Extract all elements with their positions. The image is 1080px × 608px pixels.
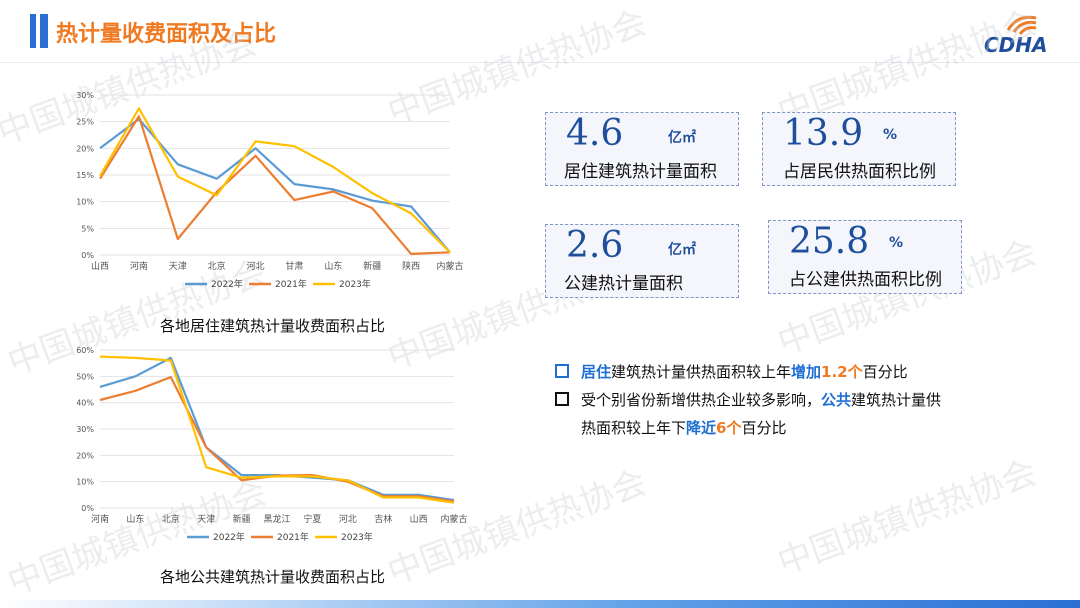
bullet-segment: 受个别省份新增供热企业较多影响， <box>581 391 822 409</box>
y-tick-label: 10% <box>76 478 94 487</box>
x-tick-label: 宁夏 <box>303 513 321 525</box>
bullet-residential-change: 居住建筑热计量供热面积较上年增加1.2个百分比 <box>555 358 908 386</box>
public-line-chart: 0% 10% 20% 30% 40% 50% 60% 河南 山东 北京 天津 新疆 黑龙江 宁夏 河北 吉林 山… <box>76 346 467 543</box>
stat-value: 25.8 <box>789 221 870 262</box>
y-tick-label: 15% <box>76 171 94 180</box>
y-tick-label: 5% <box>81 224 94 233</box>
watermark: 中国城镇供热协会 <box>772 452 1042 584</box>
stat-unit: 亿㎡ <box>668 242 696 258</box>
bullet-segment: 居住 <box>581 363 612 381</box>
page-title: 热计量收费面积及占比 <box>56 22 277 47</box>
legend-label: 2022年 <box>213 531 245 543</box>
stat-value: 2.6 <box>566 225 624 266</box>
bullet-segment: 建筑热计量供 <box>851 391 942 409</box>
bullet-segment: 热面积较上年下 <box>581 419 687 437</box>
public-chart-title: 各地公共建筑热计量收费面积占比 <box>160 568 386 586</box>
stat-card-residential-ratio: 13.9 % 占居民供热面积比例 <box>762 112 956 186</box>
x-tick-label: 天津 <box>197 514 215 525</box>
y-tick-label: 30% <box>76 425 94 434</box>
y-tick-label: 25% <box>76 118 94 127</box>
x-tick-label: 天津 <box>169 261 187 272</box>
x-tick-label: 陕西 <box>402 260 420 272</box>
bullet-public-change: 受个别省份新增供热企业较多影响，公共建筑热计量供 <box>555 386 941 414</box>
legend-label: 2023年 <box>339 278 371 290</box>
bullet-square-icon <box>555 392 569 406</box>
x-tick-label: 山东 <box>126 513 144 525</box>
bullet-text: 受个别省份新增供热企业较多影响，公共建筑热计量供 <box>581 391 941 409</box>
bullet-segment: 1.2个 <box>821 363 863 381</box>
residential-line-chart: 0% 5% 10% 15% 20% 25% 30% 山西 河南 天津 北京 河北 甘肃 山东 新疆 陕西 内蒙古… <box>76 91 463 290</box>
stat-card-public-area: 2.6 亿㎡ 公建热计量面积 <box>545 224 739 298</box>
bullet-text: 居住建筑热计量供热面积较上年增加1.2个百分比 <box>581 363 908 381</box>
stat-card-residential-area: 4.6 亿㎡ 居住建筑热计量面积 <box>545 112 739 186</box>
legend-label: 2021年 <box>275 278 307 290</box>
bullet-segment: 建筑热计量供热面积较上年 <box>611 363 792 381</box>
bullet-text: 热面积较上年下降近6个百分比 <box>581 419 786 437</box>
bullet-segment: 6个 <box>716 419 742 437</box>
x-tick-label: 河北 <box>339 513 357 525</box>
bullet-segment: 增加 <box>791 363 822 381</box>
series-line-2021年 <box>99 115 451 255</box>
logo-text: CDHA <box>984 33 1048 57</box>
legend-label: 2022年 <box>211 278 243 290</box>
x-tick-label: 内蒙古 <box>436 260 463 272</box>
x-tick-label: 山西 <box>91 261 109 272</box>
y-tick-label: 20% <box>76 451 94 460</box>
cdha-logo: CDHA <box>984 15 1048 57</box>
x-tick-label: 北京 <box>162 513 180 525</box>
residential-chart-title: 各地居住建筑热计量收费面积占比 <box>160 317 386 335</box>
stat-value: 13.9 <box>783 113 864 154</box>
y-tick-label: 60% <box>76 346 94 355</box>
stat-label: 占居民供热面积比例 <box>783 162 936 182</box>
x-tick-label: 新疆 <box>233 513 251 525</box>
x-tick-label: 北京 <box>208 260 226 272</box>
stat-unit: % <box>889 235 904 251</box>
series-line-2023年 <box>99 355 455 504</box>
legend-label: 2021年 <box>277 531 309 543</box>
x-tick-label: 河南 <box>130 260 148 272</box>
x-tick-label: 山东 <box>324 260 342 272</box>
y-tick-label: 50% <box>76 372 94 381</box>
x-tick-label: 吉林 <box>374 513 392 525</box>
stat-label: 公建热计量面积 <box>564 274 683 294</box>
bullet-segment: 降近 <box>686 419 717 437</box>
x-tick-label: 河北 <box>247 260 265 272</box>
title-accent-bar <box>30 14 36 48</box>
x-tick-label: 新疆 <box>363 260 381 272</box>
title-accent-bar-2 <box>40 14 48 48</box>
x-tick-label: 黑龙江 <box>263 513 290 525</box>
legend-label: 2023年 <box>341 531 373 543</box>
x-tick-label: 甘肃 <box>285 260 303 272</box>
y-tick-label: 30% <box>76 91 94 100</box>
y-tick-label: 10% <box>76 198 94 207</box>
bullet-public-change-cont: 热面积较上年下降近6个百分比 <box>581 414 786 442</box>
x-tick-label: 内蒙古 <box>440 513 467 525</box>
y-tick-label: 0% <box>81 251 94 260</box>
x-tick-label: 河南 <box>91 513 109 525</box>
series-line-2021年 <box>99 375 455 503</box>
stat-unit: 亿㎡ <box>668 130 696 146</box>
stat-label: 居住建筑热计量面积 <box>564 162 717 182</box>
y-tick-label: 40% <box>76 399 94 408</box>
stat-card-public-ratio: 25.8 % 占公建供热面积比例 <box>768 220 962 294</box>
stat-value: 4.6 <box>566 113 624 154</box>
stat-unit: % <box>883 127 898 143</box>
header-divider <box>0 62 1080 63</box>
y-tick-label: 20% <box>76 144 94 153</box>
bullet-segment: 百分比 <box>862 363 908 381</box>
series-line-2022年 <box>99 117 451 254</box>
x-tick-label: 山西 <box>410 514 428 525</box>
stat-label: 占公建供热面积比例 <box>789 270 942 290</box>
footer-band <box>0 600 1080 608</box>
bullet-square-icon <box>555 364 569 378</box>
series-line-2023年 <box>99 107 451 254</box>
bullet-segment: 百分比 <box>741 419 787 437</box>
bullet-segment: 公共 <box>821 391 852 409</box>
y-tick-label: 0% <box>81 504 94 513</box>
